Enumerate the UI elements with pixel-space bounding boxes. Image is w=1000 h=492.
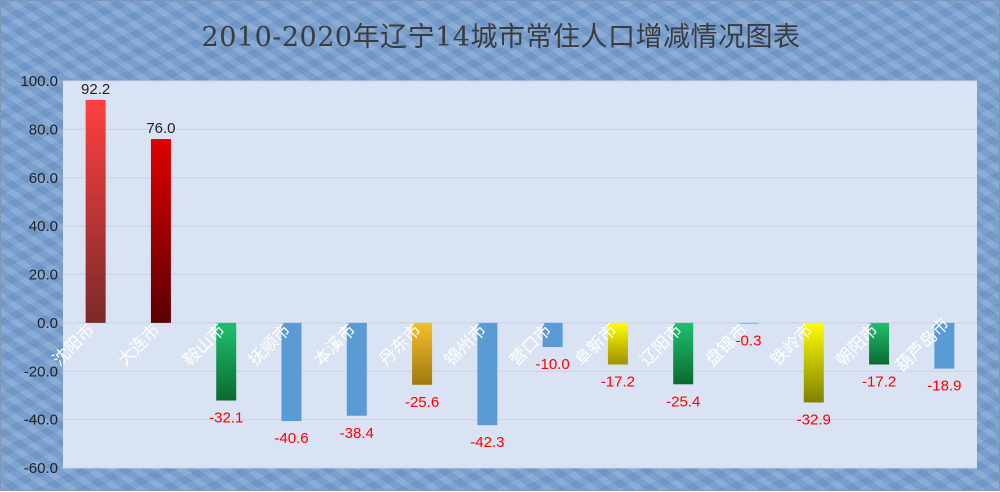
y-tick-label: -20.0 — [24, 363, 58, 380]
bar — [85, 99, 106, 323]
bar — [934, 322, 955, 369]
chart-title: 2010-2020年辽宁14城市常住人口增减情况图表 — [201, 22, 801, 53]
bar — [542, 322, 563, 348]
data-label: -25.4 — [666, 393, 700, 410]
data-label: 76.0 — [146, 120, 175, 137]
bar — [869, 322, 890, 365]
data-label: -32.1 — [209, 410, 243, 427]
y-tick-label: 80.0 — [29, 121, 58, 138]
data-label: -38.4 — [340, 425, 374, 442]
data-label: -0.3 — [736, 333, 762, 350]
bar — [738, 322, 759, 324]
bar — [150, 139, 171, 323]
data-label: -40.6 — [274, 430, 308, 447]
y-tick-label: 100.0 — [20, 73, 58, 90]
y-tick-label: 20.0 — [29, 267, 58, 284]
bars — [85, 99, 955, 426]
bar — [477, 322, 498, 426]
bar — [412, 322, 433, 385]
grid-lines — [63, 80, 977, 469]
bar — [803, 322, 824, 403]
y-tick-label: 40.0 — [29, 218, 58, 235]
bar — [281, 322, 302, 422]
data-label: 92.2 — [81, 81, 110, 98]
bar — [607, 322, 628, 365]
data-labels: 92.2 76.0 -32.1 -40.6 -38.4 -25.6 -42.3 -10.0 -1… — [81, 81, 961, 451]
data-label: -17.2 — [601, 373, 635, 390]
y-tick-label: -60.0 — [24, 460, 58, 477]
data-label: -32.9 — [797, 411, 831, 428]
y-tick-label: 0.0 — [37, 315, 58, 332]
y-tick-label: 60.0 — [29, 170, 58, 187]
bar — [216, 322, 237, 401]
data-label: -17.2 — [862, 373, 896, 390]
data-label: -42.3 — [470, 434, 504, 451]
y-axis-ticks: 100.0 80.0 60.0 40.0 20.0 0.0 -20.0 -40.0 -60.0 — [20, 73, 58, 477]
data-label: -10.0 — [536, 356, 570, 373]
data-label: -25.6 — [405, 394, 439, 411]
bar — [673, 322, 694, 385]
y-tick-label: -40.0 — [24, 412, 58, 429]
bar — [346, 322, 367, 416]
data-label: -18.9 — [927, 378, 961, 395]
